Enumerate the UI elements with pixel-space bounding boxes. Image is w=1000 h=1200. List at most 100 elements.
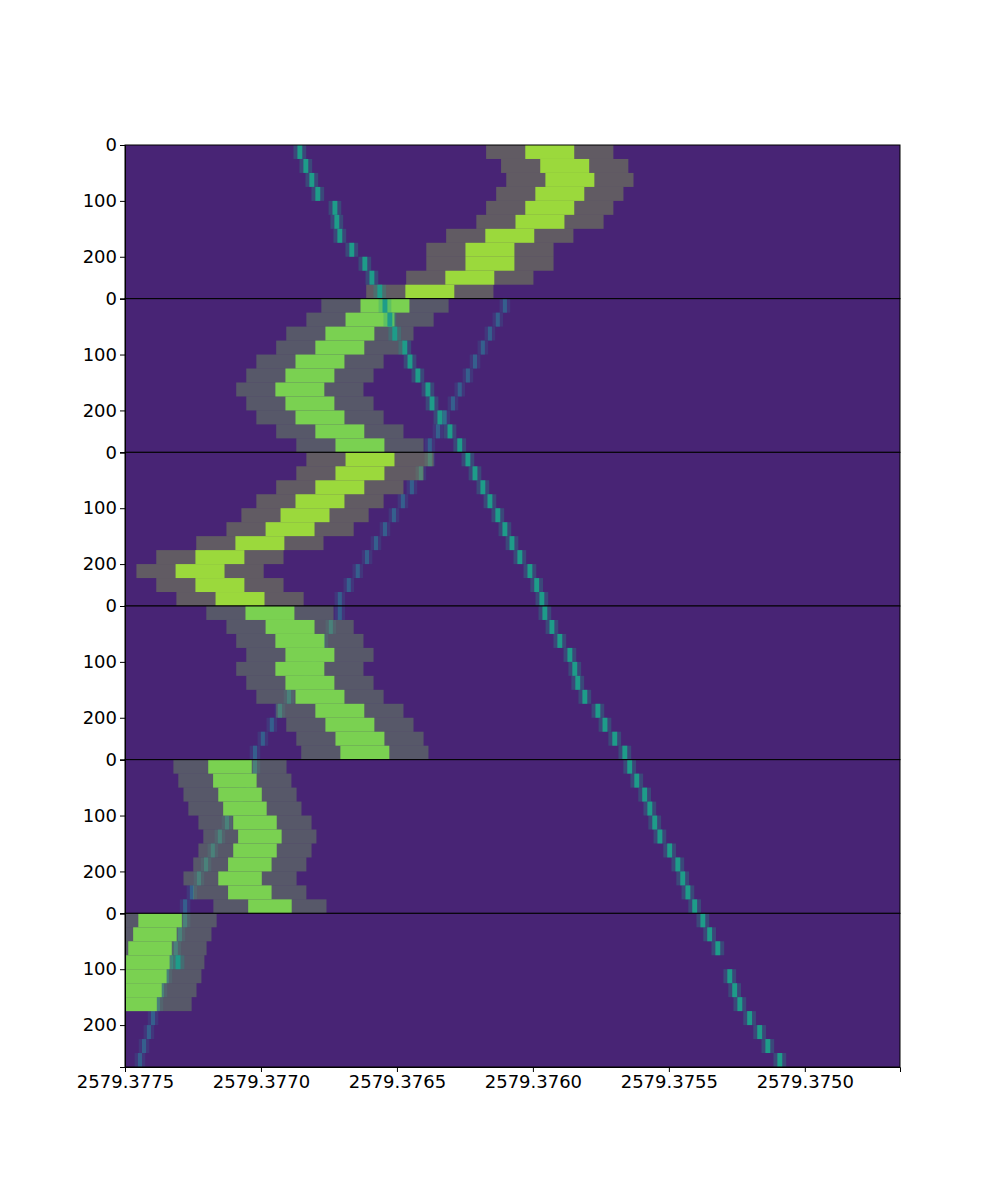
cell: [657, 830, 662, 844]
cell-halo: [728, 983, 741, 997]
cell-halo: [258, 732, 269, 746]
cell: [365, 550, 369, 564]
cell: [428, 438, 432, 452]
cell: [732, 983, 737, 997]
cell: [582, 690, 587, 704]
tick: 100: [83, 805, 125, 826]
cell: [332, 201, 337, 215]
cell-halo: [476, 215, 603, 229]
cell: [675, 857, 680, 871]
tick-label: 0: [106, 288, 117, 309]
cell-halo: [352, 564, 363, 578]
cell-halo: [454, 382, 465, 396]
cell: [176, 564, 225, 578]
cell-halo: [530, 578, 543, 592]
cell: [266, 620, 315, 634]
cell: [347, 578, 351, 592]
cell-halo: [406, 271, 533, 285]
background: [125, 760, 900, 914]
cell-halo: [485, 327, 496, 341]
tick-mark: [120, 871, 125, 872]
cell-halo: [293, 145, 306, 159]
cell-halo: [546, 620, 559, 634]
cell-halo: [335, 592, 346, 606]
cell-halo: [286, 327, 413, 341]
cell-halo: [306, 452, 433, 466]
panel-plot: [125, 145, 900, 299]
tick: 0: [106, 595, 125, 616]
cell-halo: [125, 997, 192, 1011]
cell-halo: [506, 536, 519, 550]
frame: [125, 299, 900, 453]
tick-mark: [120, 913, 125, 914]
cell-halo: [246, 369, 373, 383]
cell: [270, 718, 274, 732]
cell: [128, 941, 172, 955]
cell-halo: [276, 341, 403, 355]
tick-mark: [120, 564, 125, 565]
cell: [309, 173, 314, 187]
cell-halo: [236, 634, 363, 648]
cell: [285, 676, 334, 690]
cell-halo: [643, 802, 656, 816]
cell-halo: [422, 382, 435, 396]
cell-halo: [366, 285, 493, 299]
cell-halo: [136, 564, 263, 578]
cell-halo: [183, 871, 296, 885]
cell-halo: [711, 941, 724, 955]
cell: [437, 410, 442, 424]
cell: [334, 215, 339, 229]
tick-mark: [120, 718, 125, 719]
cell: [457, 438, 462, 452]
y-axis: 0100200: [83, 442, 126, 607]
cell: [233, 816, 277, 830]
cell-halo: [144, 1025, 155, 1039]
panel-plot: [125, 606, 900, 760]
cell: [667, 843, 672, 857]
cell-halo: [571, 676, 584, 690]
cell: [715, 941, 720, 955]
cell-halo: [176, 592, 303, 606]
cell: [138, 1053, 142, 1067]
cell-halo: [125, 941, 207, 955]
cell-halo: [276, 704, 403, 718]
cell-halo: [321, 299, 448, 313]
cell-halo: [398, 341, 411, 355]
cell-halo: [433, 424, 444, 438]
cell-halo: [196, 536, 323, 550]
cell-halo: [723, 969, 736, 983]
cell: [642, 788, 647, 802]
cell: [387, 313, 392, 327]
cell: [430, 396, 435, 410]
cell: [495, 508, 500, 522]
cell: [567, 648, 572, 662]
cell: [297, 145, 302, 159]
cell-halo: [156, 550, 283, 564]
cell-halo: [599, 718, 612, 732]
tick: 200: [83, 553, 125, 574]
tick: 2579.3770: [213, 1067, 310, 1092]
cell-halo: [426, 257, 553, 271]
cell-halo: [125, 927, 211, 941]
cell-halo: [536, 592, 549, 606]
tick-label: 100: [83, 190, 117, 211]
cell: [228, 885, 272, 899]
cell-halo: [407, 480, 418, 494]
cell-halo: [496, 187, 623, 201]
cell-halo: [446, 229, 573, 243]
cell-halo: [193, 885, 306, 899]
cell-halo: [453, 438, 466, 452]
cell-halo: [484, 494, 497, 508]
cell-halo: [358, 257, 371, 271]
tick-mark: [120, 606, 125, 607]
cell: [465, 243, 514, 257]
cell: [346, 452, 395, 466]
cell: [195, 578, 244, 592]
frame: [125, 913, 900, 1067]
track: [366, 145, 633, 299]
cell: [296, 494, 345, 508]
cell-halo: [568, 662, 581, 676]
cell-halo: [506, 173, 633, 187]
cell-halo: [173, 760, 286, 774]
cell: [377, 285, 382, 299]
